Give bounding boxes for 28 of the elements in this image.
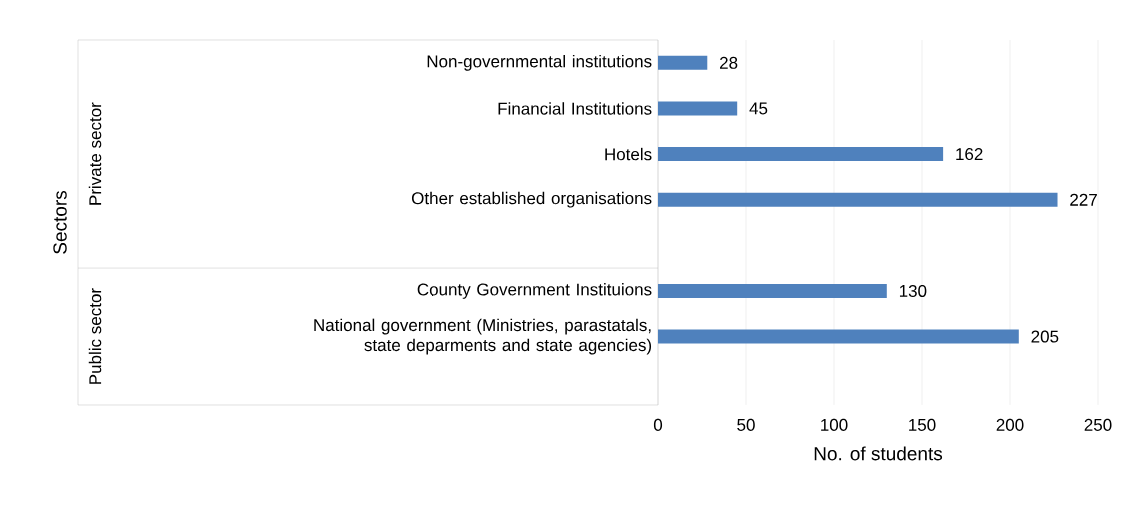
bar [658, 329, 1019, 344]
x-tick-label: 0 [653, 418, 663, 431]
x-axis-title: No. of students [814, 446, 943, 461]
text: Sectors [53, 190, 67, 254]
y-tick-label: Other established organisations [411, 191, 652, 208]
y-tick-label: Non-governmental institutions [427, 54, 652, 71]
x-tick-label: 100 [821, 418, 848, 431]
text: Public sector [88, 288, 102, 384]
bar [658, 147, 944, 162]
data-label: 130 [899, 284, 927, 297]
y-tick-label: County Government Instituions [417, 283, 652, 299]
text: Private sector [88, 102, 102, 205]
y-tick-label: National government (Ministries, parastatals, state deparments and state agencies) [314, 318, 652, 355]
data-label: 227 [1070, 193, 1097, 206]
x-tick-label: 200 [996, 418, 1024, 431]
x-tick-label: 250 [1084, 418, 1112, 431]
x-tick-label: 150 [909, 418, 936, 431]
data-label: 28 [720, 56, 738, 69]
bar [658, 55, 708, 70]
bar [658, 283, 887, 298]
x-tick-label: 50 [737, 418, 755, 431]
y-tick-label: Financial Institutions [498, 102, 652, 115]
bar [658, 192, 1058, 207]
bar [658, 101, 738, 116]
data-label: 45 [749, 102, 768, 115]
data-label: 205 [1031, 330, 1059, 343]
y-tick-label: Hotels [605, 147, 652, 161]
data-label: 162 [956, 148, 983, 161]
